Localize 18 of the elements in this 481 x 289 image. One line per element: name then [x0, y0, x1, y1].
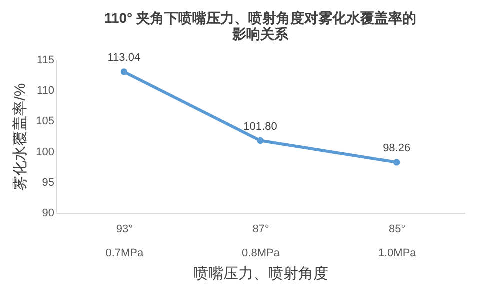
y-axis-title: 雾化水覆盖率/%: [12, 83, 30, 191]
y-tick-label: 90: [42, 208, 54, 220]
data-label: 113.04: [108, 52, 141, 64]
y-tick-label: 115: [36, 54, 54, 66]
x-tick-label: 87° 0.8MPa: [242, 224, 281, 260]
x-tick-label: 85° 1.0MPa: [378, 224, 418, 260]
x-axis-title: 喷嘴压力、喷射角度: [194, 266, 328, 282]
point: [257, 137, 264, 144]
data-label: 101.80: [244, 120, 278, 133]
point: [393, 159, 400, 166]
chart-title: 110° 夹角下喷嘴压力、喷射角度对雾化水覆盖率的影响关系: [104, 10, 417, 42]
x-tick-label: 93° 0.7MPa: [106, 224, 144, 260]
y-tick-label: 105: [36, 116, 54, 128]
point: [120, 68, 128, 76]
data-label: 98.26: [383, 142, 411, 154]
y-tick-label: 95: [42, 176, 54, 189]
y-tick-label: 110: [36, 85, 54, 98]
y-tick-label: 100: [36, 146, 54, 158]
